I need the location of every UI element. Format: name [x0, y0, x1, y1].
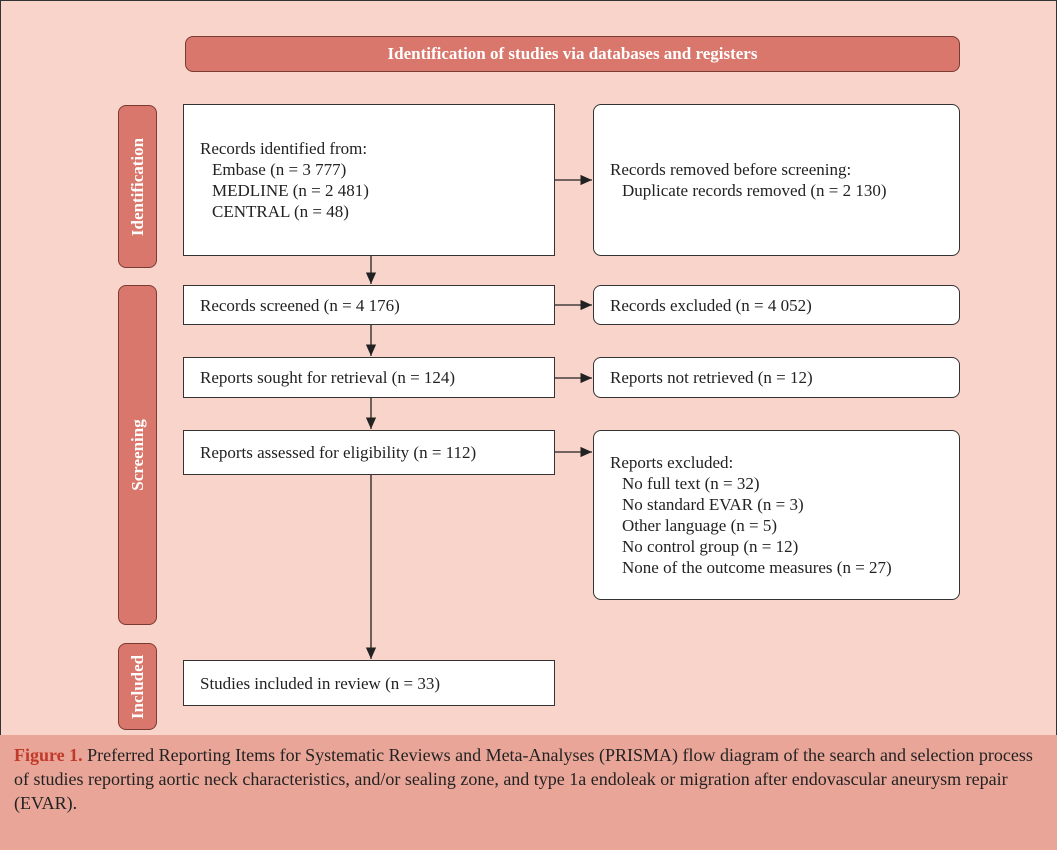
flow-box: Reports assessed for eligibility (n = 11… — [183, 430, 555, 475]
flow-box: Studies included in review (n = 33) — [183, 660, 555, 706]
box-line: Reports excluded: — [610, 453, 734, 472]
box-line: Reports assessed for eligibility (n = 11… — [200, 443, 477, 462]
box-line: Records removed before screening: — [610, 160, 852, 179]
figure-caption: Figure 1. Preferred Reporting Items for … — [0, 735, 1057, 850]
caption-text: Preferred Reporting Items for Systematic… — [14, 745, 1033, 813]
phase-label: Screening — [118, 285, 157, 625]
box-line: No standard EVAR (n = 3) — [622, 495, 804, 514]
phase-label: Included — [118, 643, 157, 730]
box-line: Records excluded (n = 4 052) — [610, 295, 812, 315]
box-line: Other language (n = 5) — [622, 516, 777, 535]
box-line: Reports not retrieved (n = 12) — [610, 368, 813, 387]
flow-box: Reports sought for retrieval (n = 124) — [183, 357, 555, 398]
box-line: Duplicate records removed (n = 2 130) — [622, 181, 887, 200]
box-line: Reports sought for retrieval (n = 124) — [200, 368, 456, 387]
flow-box: Records excluded (n = 4 052) — [593, 285, 960, 325]
flow-box: Reports not retrieved (n = 12) — [593, 357, 960, 398]
box-line: Studies included in review (n = 33) — [200, 673, 440, 693]
phase-text: Screening — [127, 419, 147, 491]
flow-box: Records removed before screening: Duplica… — [593, 104, 960, 256]
header-banner: Identification of studies via databases … — [185, 36, 960, 72]
flow-box: Reports excluded: No full text (n = 32) No… — [593, 430, 960, 600]
flow-box: Records screened (n = 4 176) — [183, 285, 555, 325]
phase-text: Identification — [127, 137, 147, 236]
box-line: No full text (n = 32) — [622, 474, 760, 493]
caption-label: Figure 1. — [14, 745, 83, 765]
box-line: Embase (n = 3 777) — [212, 160, 347, 179]
box-line: MEDLINE (n = 2 481) — [212, 181, 369, 200]
phase-label: Identification — [118, 105, 157, 268]
box-line: Records screened (n = 4 176) — [200, 295, 400, 315]
box-line: None of the outcome measures (n = 27) — [622, 558, 892, 577]
box-line: No control group (n = 12) — [622, 537, 799, 556]
arrows — [365, 174, 592, 659]
box-line: CENTRAL (n = 48) — [212, 202, 349, 221]
box-line: Records identified from: — [200, 139, 368, 158]
flow-box: Records identified from: Embase (n = 3 77… — [183, 104, 555, 256]
phase-text: Included — [127, 654, 147, 719]
